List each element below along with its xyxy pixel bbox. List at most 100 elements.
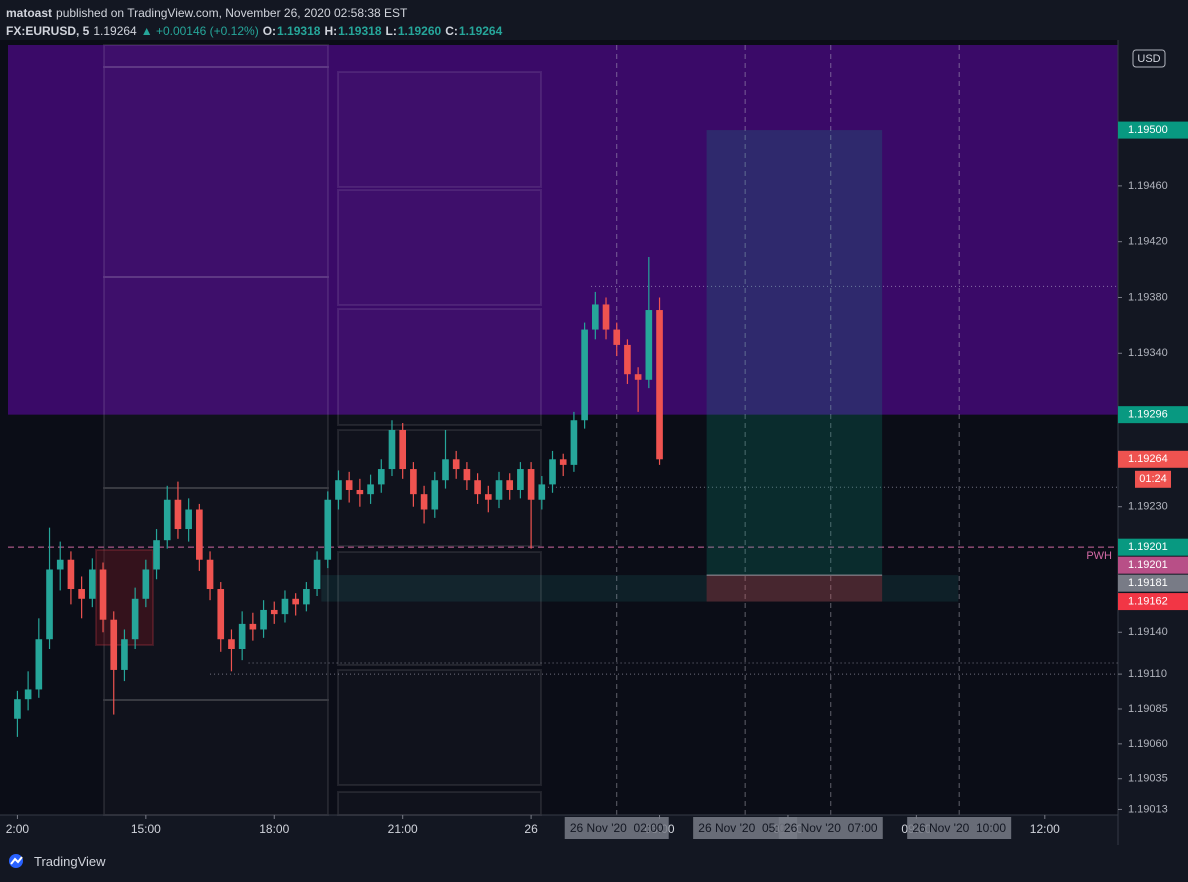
symbol: FX:EURUSD, 5 xyxy=(6,24,90,38)
y-tick-label: 1.19340 xyxy=(1128,347,1168,359)
currency-badge xyxy=(1132,49,1166,68)
ohlc-key: C: xyxy=(445,24,458,38)
date-box-label: 26 Nov '20 05:00 xyxy=(698,821,792,835)
y-tick-label: 1.19035 xyxy=(1128,773,1168,785)
candle-body xyxy=(206,559,214,590)
range-box xyxy=(103,699,329,816)
candle-body xyxy=(356,489,364,495)
date-box xyxy=(564,817,669,839)
candle-body xyxy=(452,459,460,470)
candle-body xyxy=(270,609,278,615)
last-price: 1.19264 xyxy=(93,24,137,38)
candle-body xyxy=(495,480,503,500)
candle-body xyxy=(14,699,21,719)
candle-body xyxy=(377,469,385,485)
candle-body xyxy=(345,480,353,490)
countdown-badge xyxy=(1135,470,1171,488)
candle-body xyxy=(549,459,556,485)
y-tick-label: 1.19460 xyxy=(1128,180,1168,192)
candle-body xyxy=(249,623,257,630)
candle-body xyxy=(592,304,599,330)
date-box xyxy=(693,817,798,839)
candle-body xyxy=(217,589,225,640)
candle-body xyxy=(35,639,43,690)
candle-body xyxy=(56,559,64,570)
candle-body xyxy=(196,509,203,560)
candle-body xyxy=(78,589,85,599)
price-badge xyxy=(1118,574,1188,592)
x-tick-label: 12:00 xyxy=(1030,822,1060,836)
candle-body xyxy=(527,469,535,500)
footer: TradingView xyxy=(8,853,106,869)
range-box xyxy=(103,276,329,489)
range-box xyxy=(337,791,542,816)
range-box xyxy=(337,189,542,306)
y-tick-label: 1.19230 xyxy=(1128,501,1168,513)
price-badge xyxy=(1118,406,1188,424)
candle-body xyxy=(484,494,492,500)
candle-body xyxy=(463,469,471,481)
date-box xyxy=(907,817,1012,839)
y-tick-label: 1.19085 xyxy=(1128,703,1168,715)
candle-body xyxy=(24,689,32,700)
countdown: 01:24 xyxy=(1139,473,1167,485)
candle-body xyxy=(538,484,546,500)
change: ▲ +0.00146 (+0.12%) xyxy=(140,24,259,38)
candle-body xyxy=(474,480,481,495)
price-badge xyxy=(1118,593,1188,611)
candle-body xyxy=(281,598,289,615)
candle-body xyxy=(110,619,118,670)
range-box xyxy=(337,308,542,426)
range-box xyxy=(337,669,542,786)
position-target xyxy=(706,130,883,576)
x-tick-label: 2:00 xyxy=(6,822,30,836)
candle-body xyxy=(185,509,192,530)
x-tick-label: 15:00 xyxy=(131,822,161,836)
candle-body xyxy=(228,639,235,650)
candle-body xyxy=(645,310,653,380)
published: published on TradingView.com, November 2… xyxy=(56,6,408,20)
price-badge-label: 1.19181 xyxy=(1128,577,1168,589)
candle-body xyxy=(581,329,588,421)
price-badge xyxy=(1118,538,1188,556)
candle-body xyxy=(420,494,428,510)
range-box xyxy=(103,66,329,278)
candle-body xyxy=(99,569,107,620)
candle-body xyxy=(570,420,578,465)
x-tick-label: 18:00 xyxy=(259,822,289,836)
ohlc-key: O: xyxy=(262,24,277,38)
price-axis-background xyxy=(1118,40,1188,845)
candle-body xyxy=(163,499,171,541)
supply-zone xyxy=(8,45,1118,415)
y-tick-label: 1.19110 xyxy=(1128,668,1167,680)
range-box xyxy=(337,71,542,188)
y-tick-label: 1.19140 xyxy=(1128,626,1168,638)
candle-body xyxy=(131,598,139,640)
date-box-label: 26 Nov '20 10:00 xyxy=(912,821,1006,835)
price-badge xyxy=(1118,556,1188,574)
candle-body xyxy=(399,430,407,470)
header-line: matoast published on TradingView.com, Nov… xyxy=(6,4,510,22)
candle-body xyxy=(367,484,374,495)
ohlc-value: 1.19318 xyxy=(277,24,321,38)
date-box-label: 26 Nov '20 07:00 xyxy=(784,821,878,835)
candle-body xyxy=(174,499,182,530)
candle-body xyxy=(442,459,449,481)
price-badge-label: 1.19162 xyxy=(1128,595,1168,607)
logo xyxy=(9,854,23,868)
price-badge-label: 1.19264 xyxy=(1128,453,1168,465)
demand-zone xyxy=(321,575,959,602)
candle-body xyxy=(238,623,246,650)
price-badge-label: 1.19201 xyxy=(1128,559,1168,571)
ohlc: O:1.19318 H:1.19318 L:1.19260 C:1.19264 xyxy=(263,24,507,38)
brand: TradingView xyxy=(34,853,106,869)
date-box-label: 26 Nov '20 02:00 xyxy=(570,821,664,835)
y-tick-label: 1.19380 xyxy=(1128,291,1168,303)
candle-body xyxy=(624,344,631,375)
candle-body xyxy=(303,589,310,605)
ohlc-key: L: xyxy=(385,24,397,38)
candle-body xyxy=(153,540,160,570)
range-box xyxy=(103,44,329,68)
